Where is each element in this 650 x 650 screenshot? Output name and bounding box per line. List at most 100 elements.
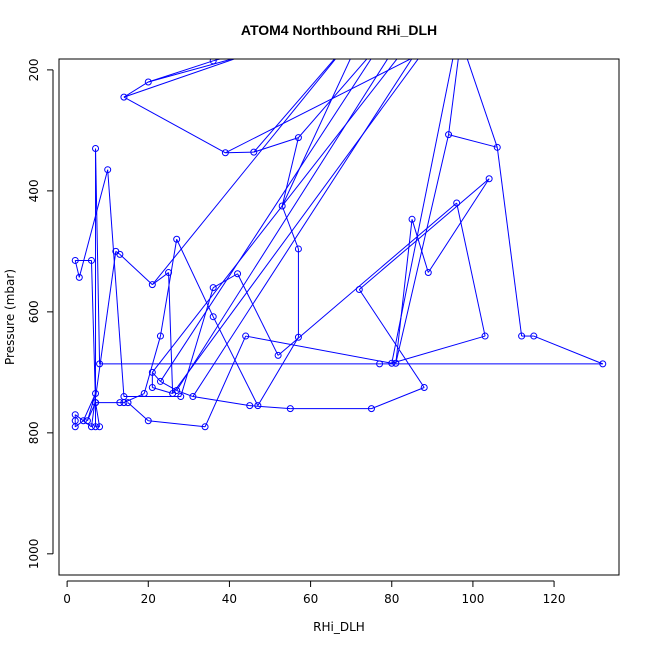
series-segment: [180, 287, 214, 397]
data-point: [485, 175, 493, 183]
series-segment: [148, 420, 206, 428]
data-point: [79, 417, 87, 425]
series-segment: [371, 387, 425, 410]
data-point: [165, 269, 173, 277]
x-tick-label: 120: [543, 592, 566, 606]
series-segment: [298, 59, 368, 138]
data-point: [294, 134, 302, 142]
series-segment: [277, 202, 458, 356]
series-segment: [82, 393, 96, 421]
data-point: [445, 131, 453, 139]
data-point: [481, 332, 489, 340]
data-point: [209, 284, 217, 292]
series-segment: [151, 59, 337, 285]
series-segment: [176, 59, 389, 391]
series-segment: [152, 386, 173, 395]
data-point: [177, 393, 185, 401]
data-point: [234, 270, 242, 278]
series-segment: [358, 289, 425, 388]
data-point: [87, 256, 95, 264]
series-segment: [395, 219, 413, 364]
data-point: [453, 199, 461, 207]
y-tick-label: 400: [27, 179, 41, 202]
data-point: [92, 390, 100, 398]
data-point: [388, 359, 396, 367]
series-segment: [78, 169, 109, 278]
series-segment: [448, 59, 459, 135]
data-point: [246, 402, 254, 410]
series-segment: [212, 273, 238, 289]
series-segment: [204, 335, 247, 427]
series-segment: [148, 60, 214, 83]
series-segment: [249, 405, 291, 410]
x-axis-label: RHi_DLH: [313, 620, 365, 634]
x-tick-label: 20: [141, 592, 156, 606]
data-point: [376, 360, 384, 368]
data-point: [92, 399, 100, 407]
data-point: [148, 281, 156, 289]
series-segment: [95, 148, 101, 364]
series-segment: [115, 250, 121, 255]
data-point: [148, 368, 156, 376]
data-point: [189, 393, 197, 401]
data-point: [71, 411, 79, 419]
series-segment: [358, 178, 490, 290]
data-point: [156, 377, 164, 385]
data-point: [420, 383, 428, 391]
series-segment: [159, 239, 178, 337]
data-point: [408, 215, 416, 223]
series-segment: [123, 59, 236, 98]
data-point: [83, 417, 91, 425]
series-segment: [192, 59, 413, 397]
series-segment: [281, 137, 299, 207]
chart-title: ATOM4 Northbound RHi_DLH: [241, 22, 437, 38]
data-point: [140, 390, 148, 398]
y-tick-label: 1000: [27, 539, 41, 570]
series-segment: [192, 396, 250, 407]
series-segment: [212, 316, 259, 406]
data-point: [144, 417, 152, 425]
series-segment: [391, 335, 486, 364]
data-point: [201, 423, 209, 431]
y-tick-label: 200: [27, 58, 41, 81]
data-point: [599, 360, 607, 368]
series-segment: [466, 59, 498, 148]
series-segment: [151, 372, 161, 382]
data-point: [148, 383, 156, 391]
series-segment: [119, 254, 153, 286]
series-segment: [257, 337, 299, 406]
data-point: [116, 399, 124, 407]
data-point: [221, 149, 229, 157]
data-point: [294, 245, 302, 253]
data-point: [518, 332, 526, 340]
data-point: [173, 386, 181, 394]
series-segment: [74, 420, 84, 428]
x-axis: 0 20 40 60 80 100 120: [63, 580, 566, 606]
series-segment: [448, 134, 498, 148]
series-layer: [71, 59, 607, 431]
data-point: [493, 143, 501, 151]
data-point: [286, 405, 294, 413]
data-point: [96, 423, 104, 431]
data-point: [156, 332, 164, 340]
data-point: [424, 269, 432, 277]
series-segment: [533, 335, 603, 365]
data-point: [144, 78, 152, 86]
series-segment: [123, 81, 149, 98]
x-tick-label: 60: [303, 592, 318, 606]
data-point: [254, 402, 262, 410]
series-segment: [86, 393, 97, 421]
x-tick-label: 100: [461, 592, 484, 606]
data-point: [104, 166, 112, 174]
data-point: [96, 360, 104, 368]
series-segment: [281, 59, 351, 207]
series-segment: [225, 59, 412, 154]
series-segment: [391, 59, 454, 364]
data-point: [278, 202, 286, 210]
series-segment: [395, 134, 450, 364]
y-tick-label: 800: [27, 421, 41, 444]
data-point: [92, 145, 100, 153]
data-point: [209, 59, 217, 65]
series-segment: [496, 147, 523, 337]
